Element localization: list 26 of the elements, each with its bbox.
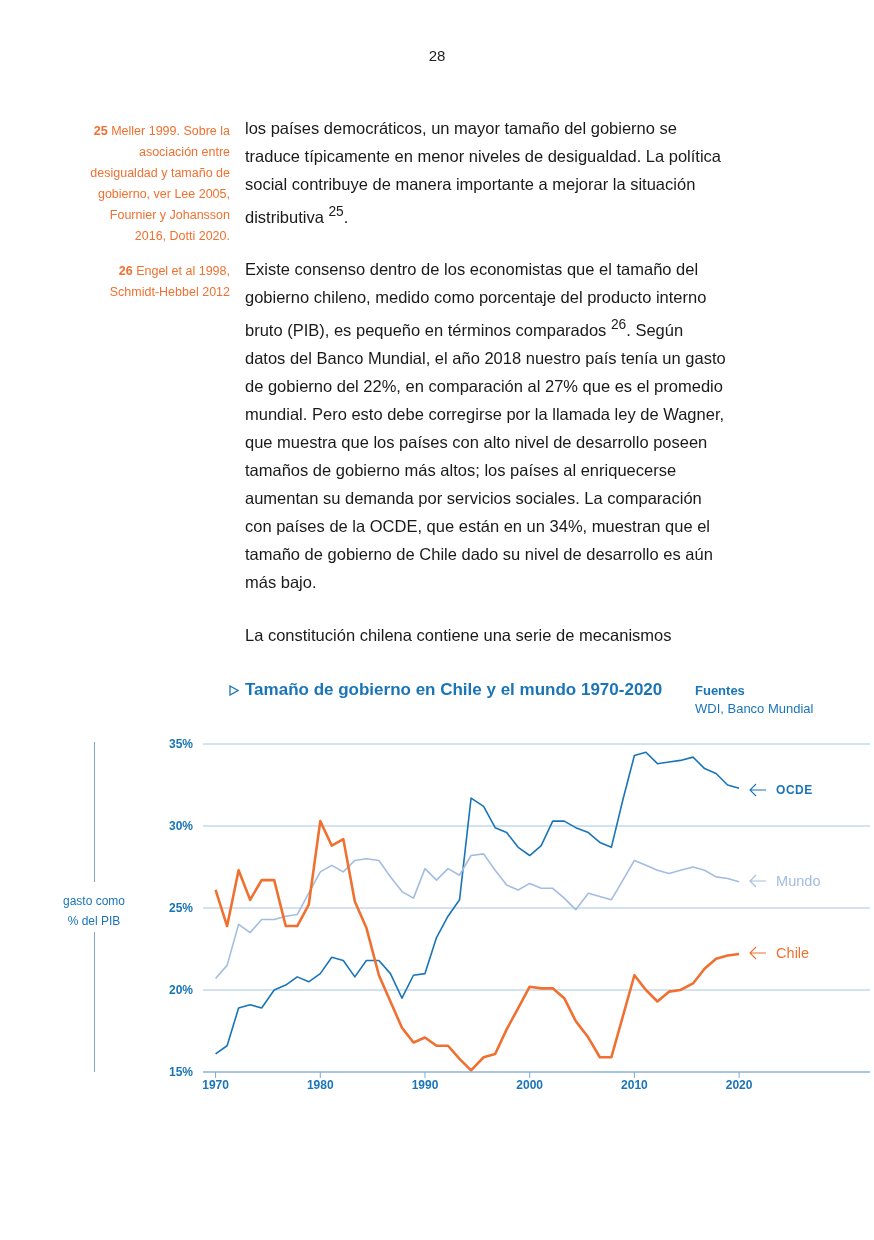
text: La constitución chilena contiene una serie de mecanismos [245,625,673,646]
x-tick-label: 2000 [516,1077,544,1092]
x-tick-label: 2020 [725,1077,753,1092]
x-tick-label: 1970 [202,1077,230,1092]
text: los países democráticos, un mayor tamaño del gobierno se traduce típicamente en menor niveles de desigualdad. La política social contribuye de manera importante a mejorar la situación distributiva $^{25}$. [245,118,723,228]
text: Existe consenso dentro de los economistas que el tamaño del gobierno chileno, medido como porcentaje del producto interno bruto (PIB), es pequeño en términos comparados $^{26}$. Según datos del Banco Mundial, el año 2018 nuestro país tenía un gasto de gobierno del 22%, en comparación al 27% que es el promedio mundial. Pero esto debe corregirse por la llamada ley de Wagner, que muestra que los países con alto nivel de desarrollo poseen tamaños de gobierno más altos; los países al enriquecerse aumentan su demanda por servicios sociales. La comparación con países de la OCDE, que están en un 34%, muestran que el tamaño de gobierno de Chile dado su nivel de desarrollo es aún más bajo. [245,260,726,591]
line-series [214,751,740,1055]
y-axis-title: gasto como % del PIB [61,893,126,930]
y-tick-label: 20% [168,983,194,998]
chart-title: Tamaño de gobierno en Chile y el mundo 1970-2020 [245,680,663,700]
legend-label: Chile [776,944,810,961]
line-series [214,819,741,1072]
legend-label: Mundo [776,872,821,889]
y-tick-label: 35% [168,737,194,752]
y-tick-label: 25% [168,901,194,916]
y-tick-label: 15% [168,1065,194,1080]
text: 26 Engel et al 1998, Schmidt-Hebbel 2012 [108,263,230,301]
text: Fuentes [695,683,745,698]
x-tick-label: 2010 [621,1077,649,1092]
y-tick-label: 30% [168,819,194,834]
text: 25 Meller 1999. Sobre la asociación entre desigualdad y tamaño de gobierno, ver Lee 2005, Fournier y Johansson 2016, Dotti 2020. [89,123,230,245]
text: WDI, Banco Mundial [695,701,814,716]
text: 28 [427,47,447,64]
x-tick-label: 1990 [411,1077,439,1092]
x-tick-label: 1980 [306,1077,334,1092]
legend-label: OCDE [776,783,813,798]
